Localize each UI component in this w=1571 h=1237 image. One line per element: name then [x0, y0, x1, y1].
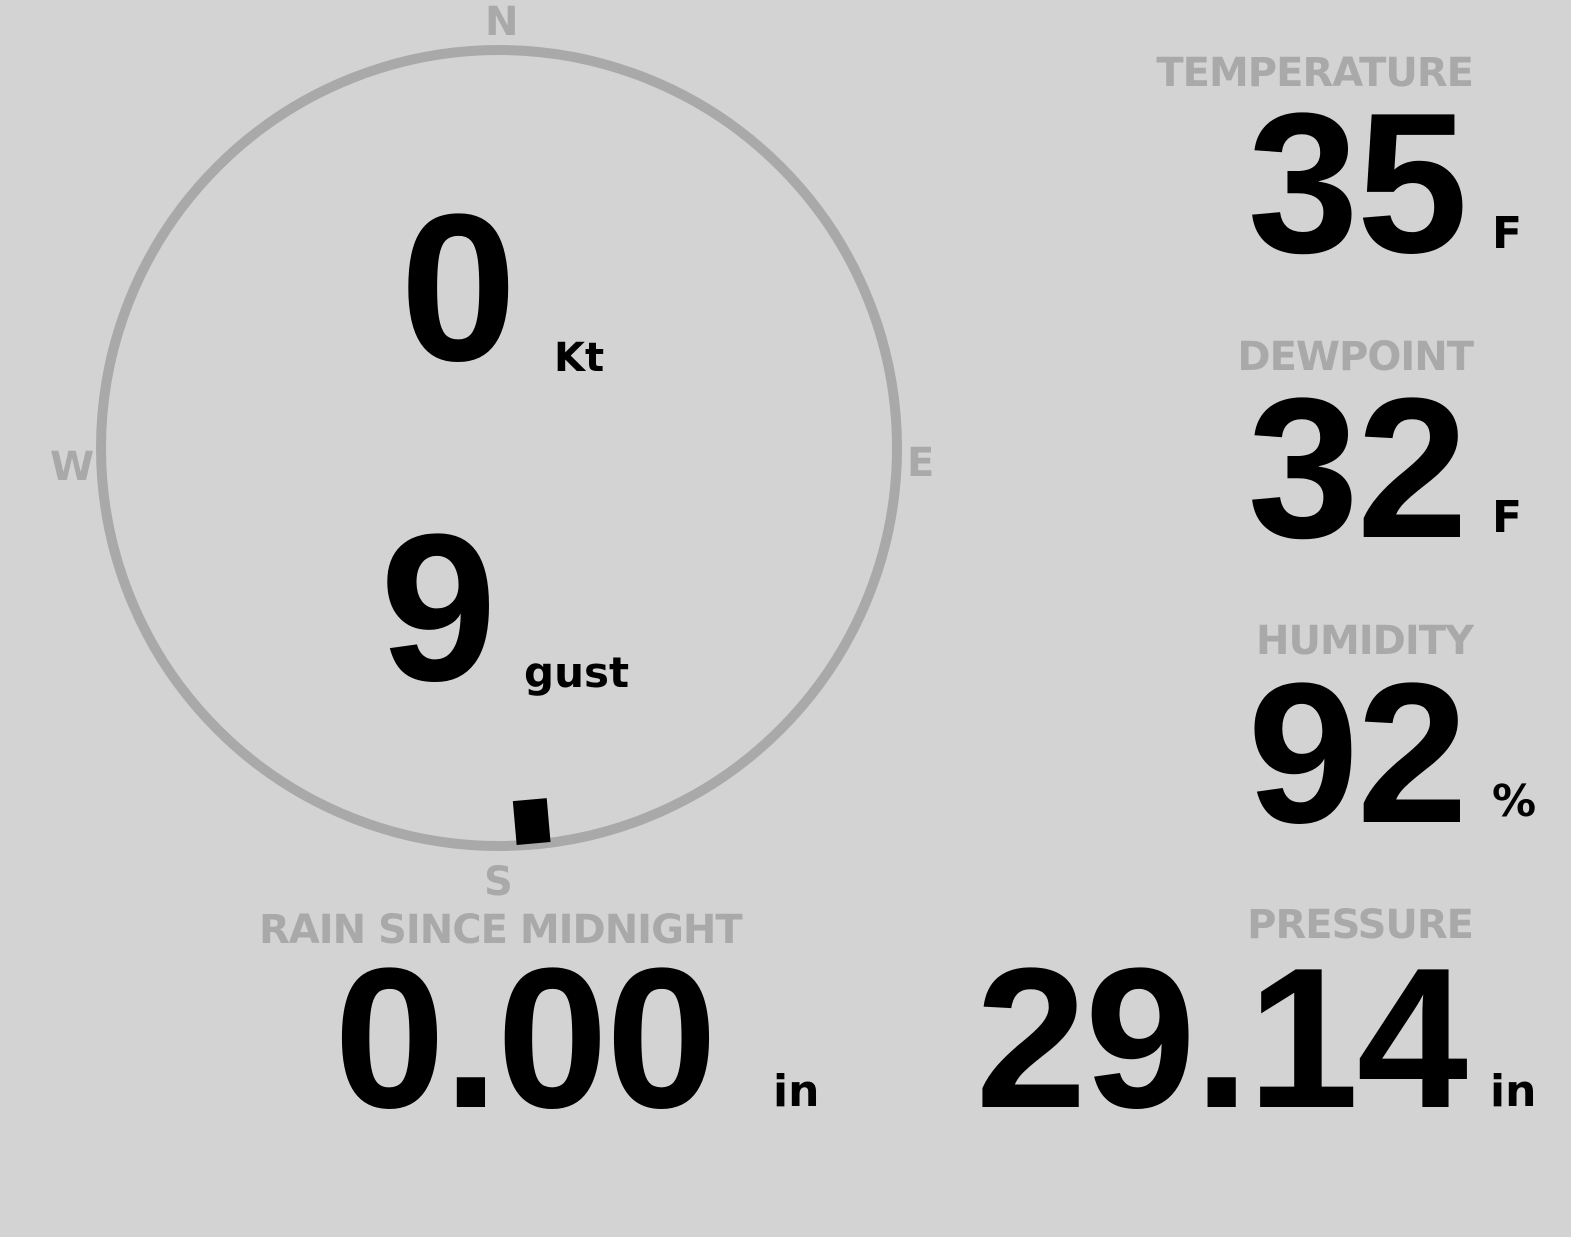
compass-north-label: N	[485, 0, 518, 45]
temperature-value: 35	[1247, 72, 1468, 295]
rain-value: 0.00	[334, 927, 717, 1150]
compass-ring	[96, 45, 902, 851]
compass-west-label: W	[50, 444, 94, 490]
temperature-unit: F	[1492, 208, 1523, 259]
rain-label: RAIN SINCE MIDNIGHT	[259, 907, 743, 953]
pressure-unit: in	[1490, 1066, 1537, 1117]
wind-direction-marker	[512, 798, 551, 845]
humidity-unit: %	[1492, 776, 1537, 827]
dewpoint-value: 32	[1247, 357, 1468, 580]
rain-unit: in	[773, 1066, 820, 1117]
compass-east-label: E	[907, 440, 934, 486]
dewpoint-label: DEWPOINT	[1237, 334, 1474, 380]
wind-speed-unit: Kt	[554, 335, 605, 381]
humidity-label: HUMIDITY	[1256, 618, 1474, 664]
wind-speed-value: 0	[400, 170, 517, 405]
compass-south-label: S	[484, 859, 513, 905]
wind-gust-value: 9	[380, 490, 497, 725]
pressure-label: PRESSURE	[1247, 902, 1474, 948]
pressure-value: 29.14	[975, 927, 1468, 1150]
humidity-value: 92	[1247, 642, 1468, 865]
dewpoint-unit: F	[1492, 492, 1523, 543]
temperature-label: TEMPERATURE	[1156, 50, 1474, 96]
wind-gust-unit: gust	[524, 648, 630, 697]
